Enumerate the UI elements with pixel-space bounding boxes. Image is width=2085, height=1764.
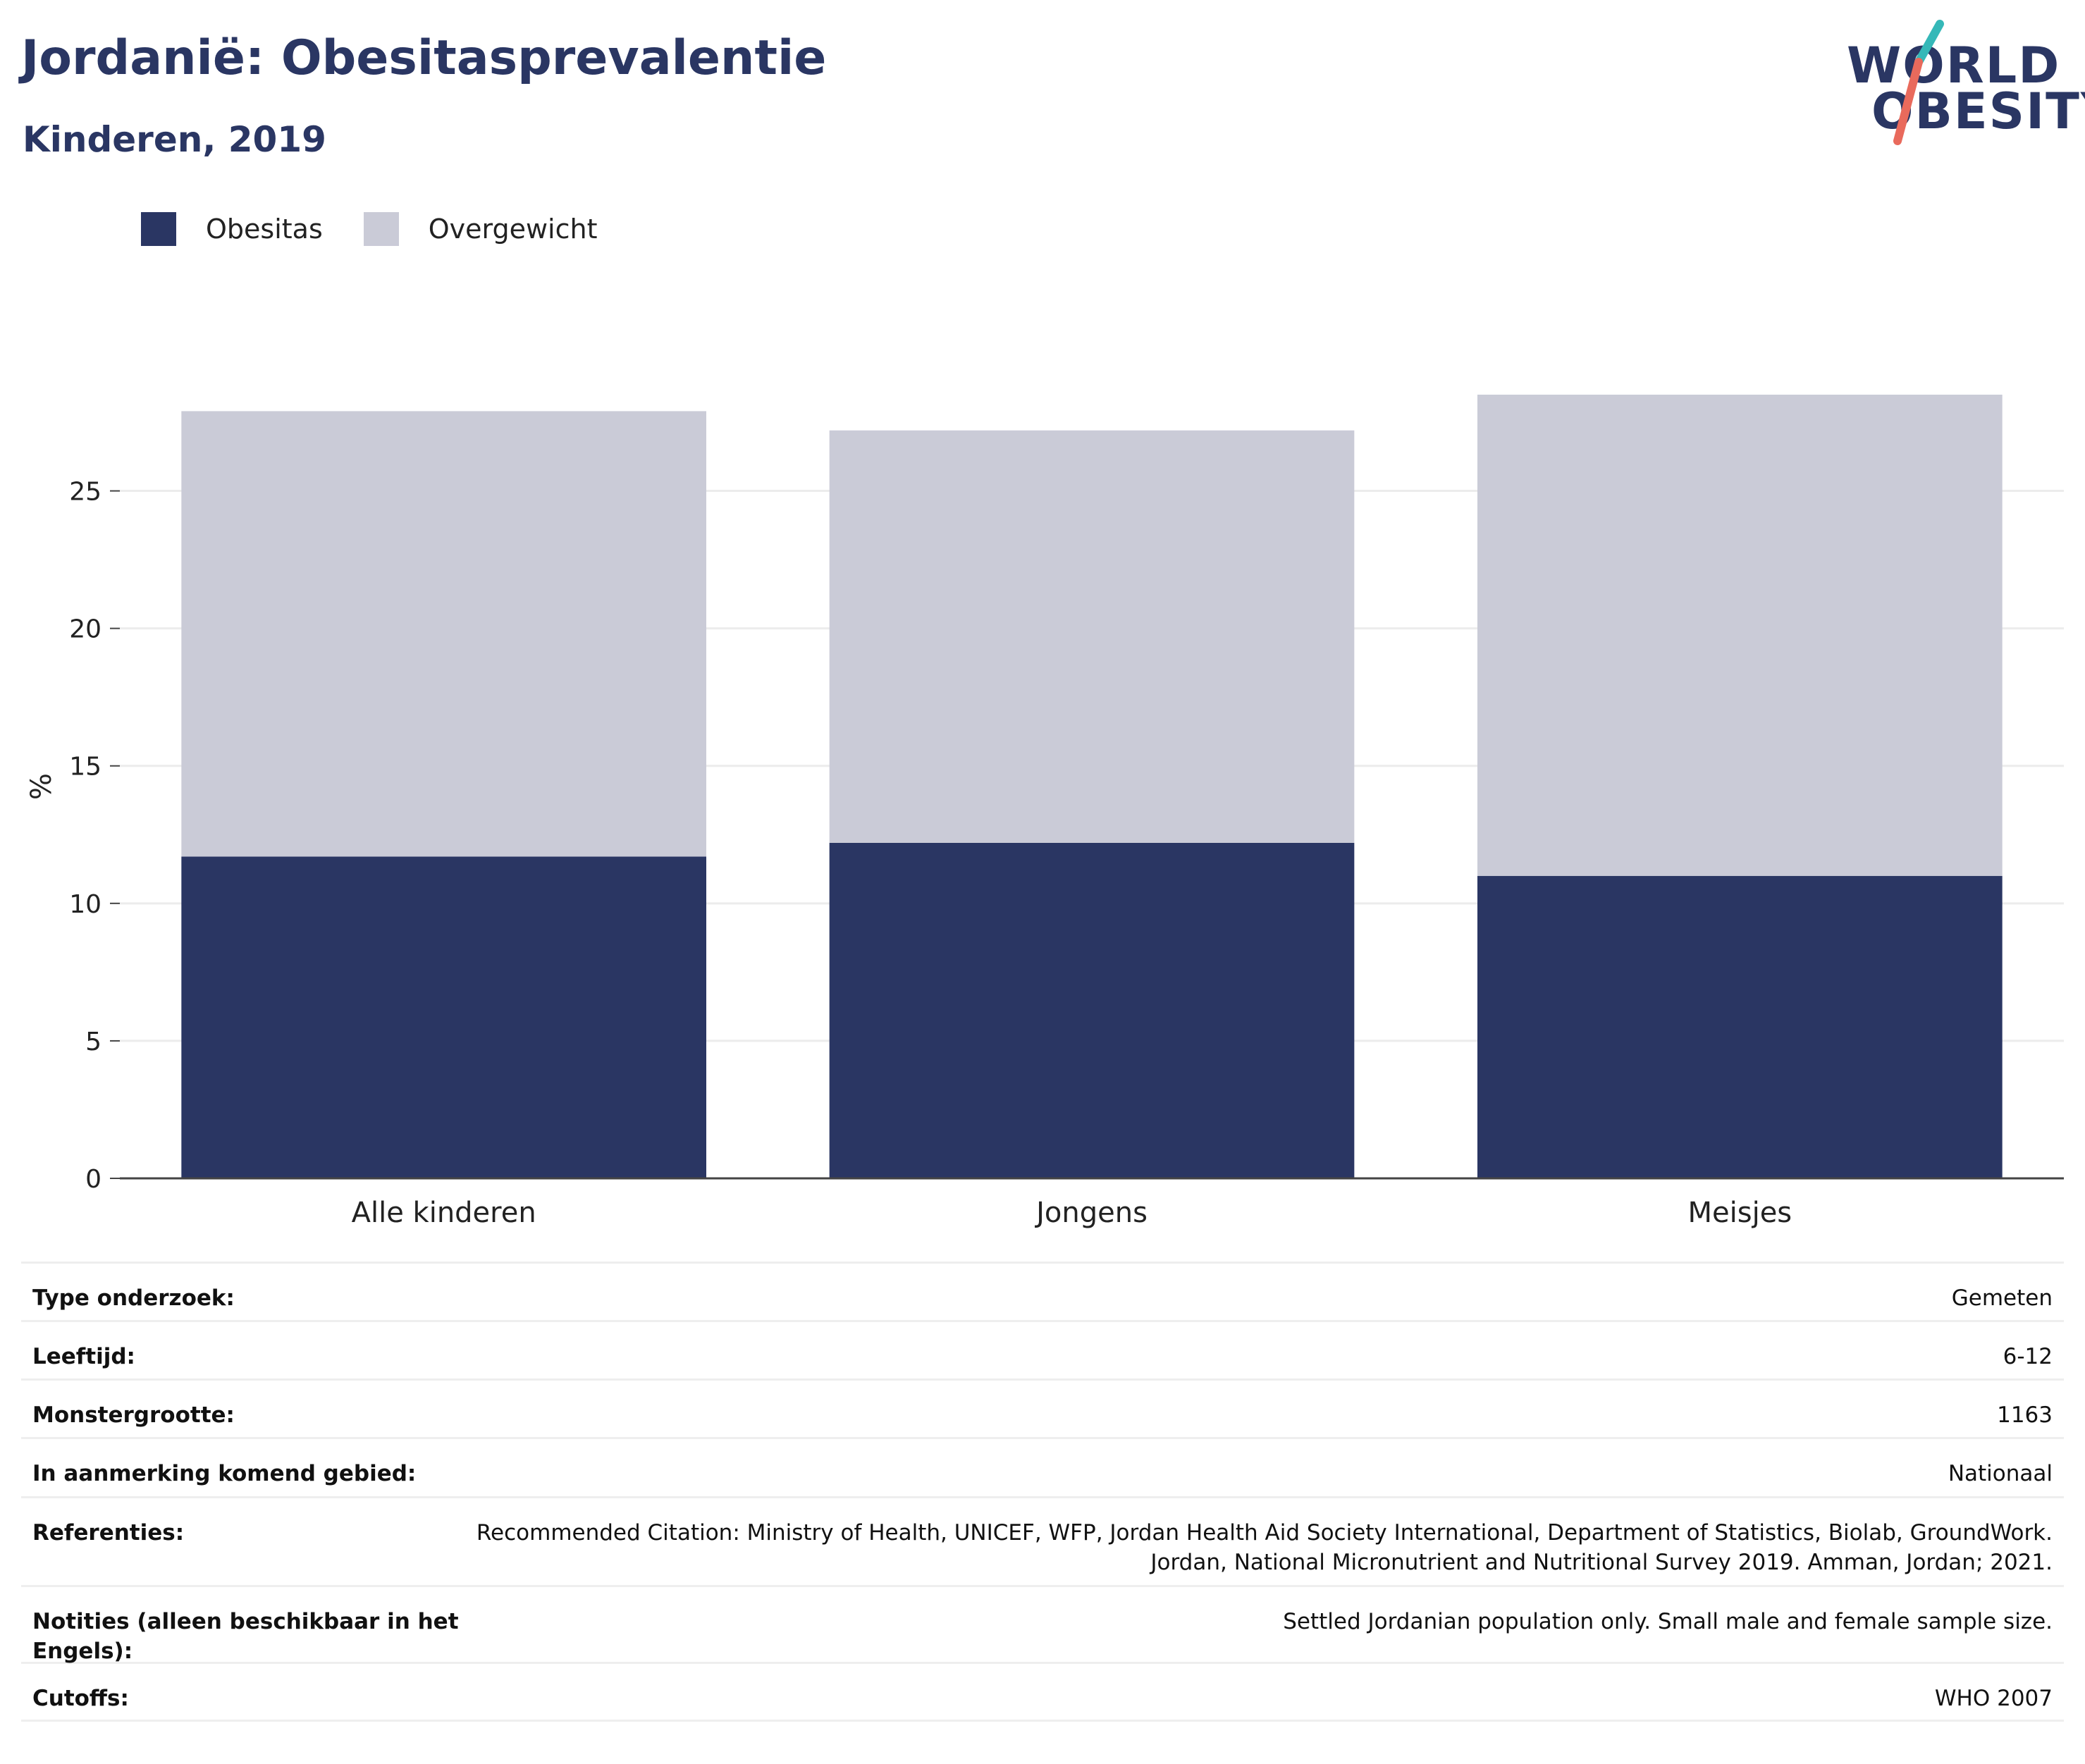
info-key: Referenties: — [32, 1520, 185, 1546]
info-value: 6-12 — [2003, 1344, 2053, 1369]
survey-info-table: Type onderzoek: Gemeten Leeftijd: 6-12 M… — [21, 1262, 2064, 1722]
info-value: Settled Jordanian population only. Small… — [1283, 1609, 2053, 1634]
world-obesity-logo: WORLD OBESITY — [1840, 20, 2085, 147]
info-key: Type onderzoek: — [32, 1285, 235, 1311]
info-key: Cutoffs: — [32, 1686, 129, 1711]
x-category-label: Meisjes — [1688, 1197, 1792, 1229]
legend-item-overgewicht[interactable]: Overgewicht — [363, 212, 598, 246]
legend-label-overgewicht: Overgewicht — [428, 214, 598, 245]
info-row-cutoffs: Cutoffs: WHO 2007 — [21, 1664, 2064, 1722]
y-tick-label: 25 — [69, 478, 102, 507]
bar-overgewicht-3[interactable] — [1477, 395, 2003, 876]
x-category-label: Jongens — [1034, 1197, 1148, 1229]
info-value: Gemeten — [1951, 1285, 2053, 1311]
info-value: Nationaal — [1948, 1461, 2053, 1486]
y-axis-title: % — [25, 773, 58, 800]
logo-word-world: WORLD — [1847, 37, 2061, 94]
y-tick-label: 5 — [85, 1028, 102, 1056]
stacked-bar-chart: 0 5 10 15 20 25 Alle kinderen Jongens Meisjes % — [25, 395, 2064, 1229]
bar-obesitas-2[interactable] — [829, 842, 1355, 1178]
bar-overgewicht-2[interactable] — [829, 430, 1355, 843]
info-row-sample-size: Monstergrootte: 1163 — [21, 1381, 2064, 1439]
bar-obesitas-3[interactable] — [1477, 875, 2003, 1178]
y-tick-label: 0 — [85, 1165, 102, 1194]
info-row-age: Leeftijd: 6-12 — [21, 1322, 2064, 1381]
legend-label-obesitas: Obesitas — [206, 214, 323, 245]
info-value: 1163 — [1997, 1402, 2053, 1428]
y-tick-label: 10 — [69, 890, 102, 919]
page-title: Jordanië: Obesitasprevalentie — [21, 30, 827, 86]
info-row-references: Referenties: Recommended Citation: Minis… — [21, 1498, 2064, 1587]
page-subtitle: Kinderen, 2019 — [23, 119, 326, 160]
info-row-area: In aanmerking komend gebied: Nationaal — [21, 1439, 2064, 1498]
bar-overgewicht-1[interactable] — [181, 411, 706, 857]
legend-swatch-obesitas — [141, 212, 176, 246]
legend-swatch-overgewicht — [363, 212, 399, 246]
info-key: Monstergrootte: — [32, 1402, 235, 1428]
info-key: In aanmerking komend gebied: — [32, 1461, 417, 1486]
logo-slash-icon — [1893, 20, 1944, 145]
bar-obesitas-1[interactable] — [181, 856, 706, 1178]
chart-legend: Obesitas Overgewicht — [141, 211, 639, 247]
x-category-label: Alle kinderen — [352, 1197, 536, 1229]
y-tick-label: 20 — [69, 615, 102, 644]
info-row-notes: Notities (alleen beschikbaar in het Enge… — [21, 1587, 2064, 1664]
info-value: WHO 2007 — [1934, 1686, 2053, 1711]
info-key: Notities (alleen beschikbaar in het Enge… — [32, 1609, 459, 1664]
y-tick-label: 15 — [69, 753, 102, 782]
info-key: Leeftijd: — [32, 1344, 135, 1369]
info-row-type: Type onderzoek: Gemeten — [21, 1264, 2064, 1322]
info-value: Recommended Citation: Ministry of Health… — [476, 1520, 2053, 1575]
legend-item-obesitas[interactable]: Obesitas — [141, 212, 323, 246]
